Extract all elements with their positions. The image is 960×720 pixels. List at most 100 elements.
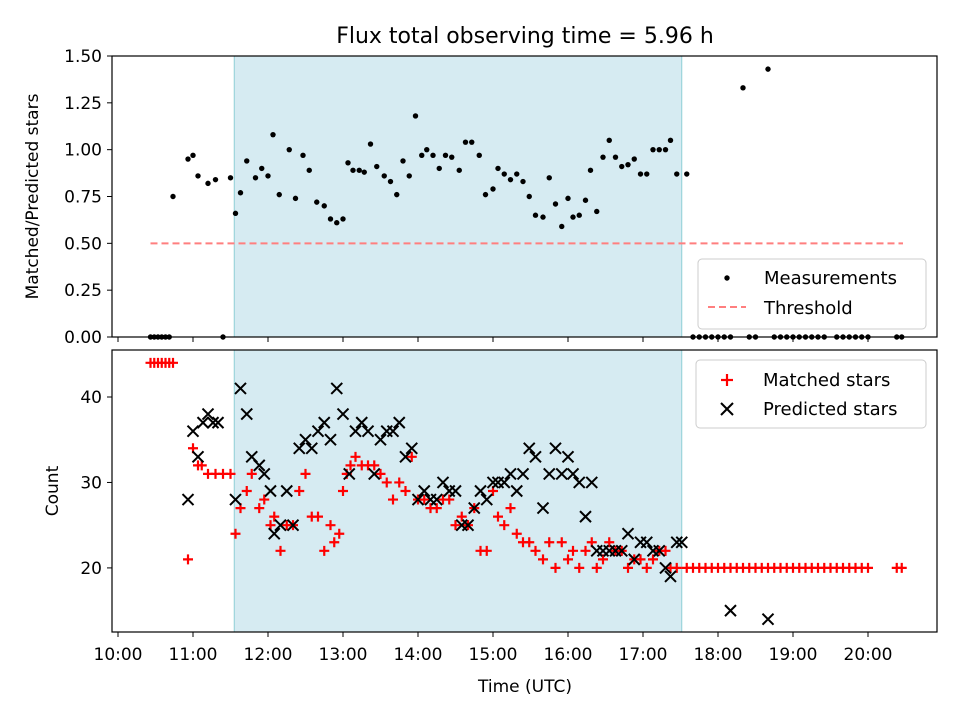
bottom-matched-layer <box>145 357 907 573</box>
measurement-point <box>526 193 532 200</box>
xtick-label: 20:00 <box>844 645 893 665</box>
matched-star-marker <box>896 562 907 573</box>
matched-star-marker <box>641 562 652 573</box>
matched-star-marker <box>538 554 548 565</box>
matched-star-marker <box>450 520 461 531</box>
legend-threshold-label: Threshold <box>763 298 853 319</box>
measurement-point <box>576 212 582 218</box>
matched-star-marker <box>481 545 492 556</box>
measurement-point <box>237 190 244 196</box>
measurement-point <box>419 152 425 158</box>
measurement-point <box>740 85 746 91</box>
matched-star-marker <box>406 451 417 462</box>
matched-star-marker <box>580 545 591 556</box>
predicted-star-marker <box>201 407 215 421</box>
matched-star-marker <box>550 562 561 573</box>
predicted-star-marker <box>211 416 225 429</box>
matched-star-marker <box>671 562 682 573</box>
xtick-label: 17:00 <box>619 645 668 665</box>
predicted-star-marker <box>229 493 242 506</box>
measurement-point <box>582 197 589 203</box>
predicted-star-marker <box>206 416 220 429</box>
measurement-point <box>232 210 239 217</box>
matched-star-marker <box>524 537 535 548</box>
matched-star-marker <box>269 511 280 522</box>
measurement-point <box>205 180 211 187</box>
measurement-point <box>400 158 406 164</box>
top-ytick-label: 0.00 <box>64 328 102 348</box>
legend-matched-marker <box>721 374 733 386</box>
predicted-star-marker <box>368 467 381 481</box>
top-y-axis-label: Matched/Predicted stars <box>23 93 43 299</box>
measurement-point <box>625 161 631 168</box>
matched-star-marker <box>598 554 608 565</box>
top-ytick-label: 0.75 <box>64 188 102 208</box>
measurement-point <box>565 195 571 202</box>
matched-star-marker <box>556 537 567 548</box>
measurement-point <box>637 171 644 177</box>
predicted-star-marker <box>191 450 205 464</box>
measurement-point <box>650 146 656 153</box>
matched-star-marker <box>329 537 340 548</box>
predicted-star-marker <box>486 476 500 489</box>
matched-star-marker <box>511 528 522 539</box>
measurement-point <box>244 158 250 164</box>
predicted-star-marker <box>411 493 425 506</box>
predicted-star-marker <box>405 442 418 455</box>
bottom-shaded-span <box>233 349 683 633</box>
predicted-star-marker <box>299 433 312 446</box>
matched-star-marker <box>544 537 555 548</box>
predicted-star-marker <box>566 467 580 481</box>
measurement-point <box>430 152 436 158</box>
predicted-star-marker <box>280 484 293 498</box>
measurement-point <box>406 173 412 179</box>
measurement-point <box>367 141 374 147</box>
measurement-point <box>570 214 576 220</box>
predicted-star-marker <box>361 424 375 438</box>
measurement-point <box>490 186 496 192</box>
measurement-point <box>656 146 662 153</box>
predicted-star-marker <box>621 527 635 540</box>
measurement-point <box>587 167 594 173</box>
xtick-label: 16:00 <box>544 645 593 665</box>
predicted-star-marker <box>264 484 277 498</box>
measurement-point <box>476 152 482 158</box>
measurement-point <box>462 139 469 145</box>
predicted-star-marker <box>504 467 517 481</box>
measurement-point <box>606 137 612 143</box>
top-ytick-label: 0.50 <box>64 234 102 254</box>
measurement-point <box>340 216 346 222</box>
top-yticks: 0.00 0.25 0.50 0.75 1.00 1.25 1.50 <box>64 47 112 348</box>
predicted-star-marker <box>374 433 387 446</box>
measurement-point <box>276 191 282 198</box>
top-ytick-label: 1.50 <box>64 47 102 67</box>
measurement-point <box>381 173 387 179</box>
predicted-star-marker <box>286 518 300 532</box>
matched-star-marker <box>635 554 646 565</box>
predicted-star-marker <box>449 484 462 498</box>
predicted-star-marker <box>585 476 598 489</box>
matched-star-marker <box>225 468 236 479</box>
xtick-label: 18:00 <box>694 645 743 665</box>
measurement-point <box>520 178 526 185</box>
matched-star-marker <box>530 545 541 556</box>
matched-star-marker <box>275 545 286 556</box>
predicted-star-marker <box>436 476 450 489</box>
predicted-star-marker <box>234 382 247 395</box>
matched-star-marker <box>456 511 467 522</box>
xtick-label: 11:00 <box>169 645 218 665</box>
predicted-star-marker <box>523 442 536 455</box>
matched-star-marker <box>623 562 633 573</box>
measurement-point <box>306 167 312 173</box>
matched-star-marker <box>505 503 516 514</box>
matched-star-marker <box>381 477 392 488</box>
predicted-star-marker <box>311 424 325 438</box>
measurement-point <box>612 154 619 160</box>
matched-star-marker <box>313 511 323 522</box>
measurement-point <box>270 131 276 138</box>
matched-star-marker <box>334 528 345 539</box>
measurement-point <box>350 167 356 173</box>
predicted-star-marker <box>543 467 556 481</box>
matched-star-marker <box>196 460 207 471</box>
